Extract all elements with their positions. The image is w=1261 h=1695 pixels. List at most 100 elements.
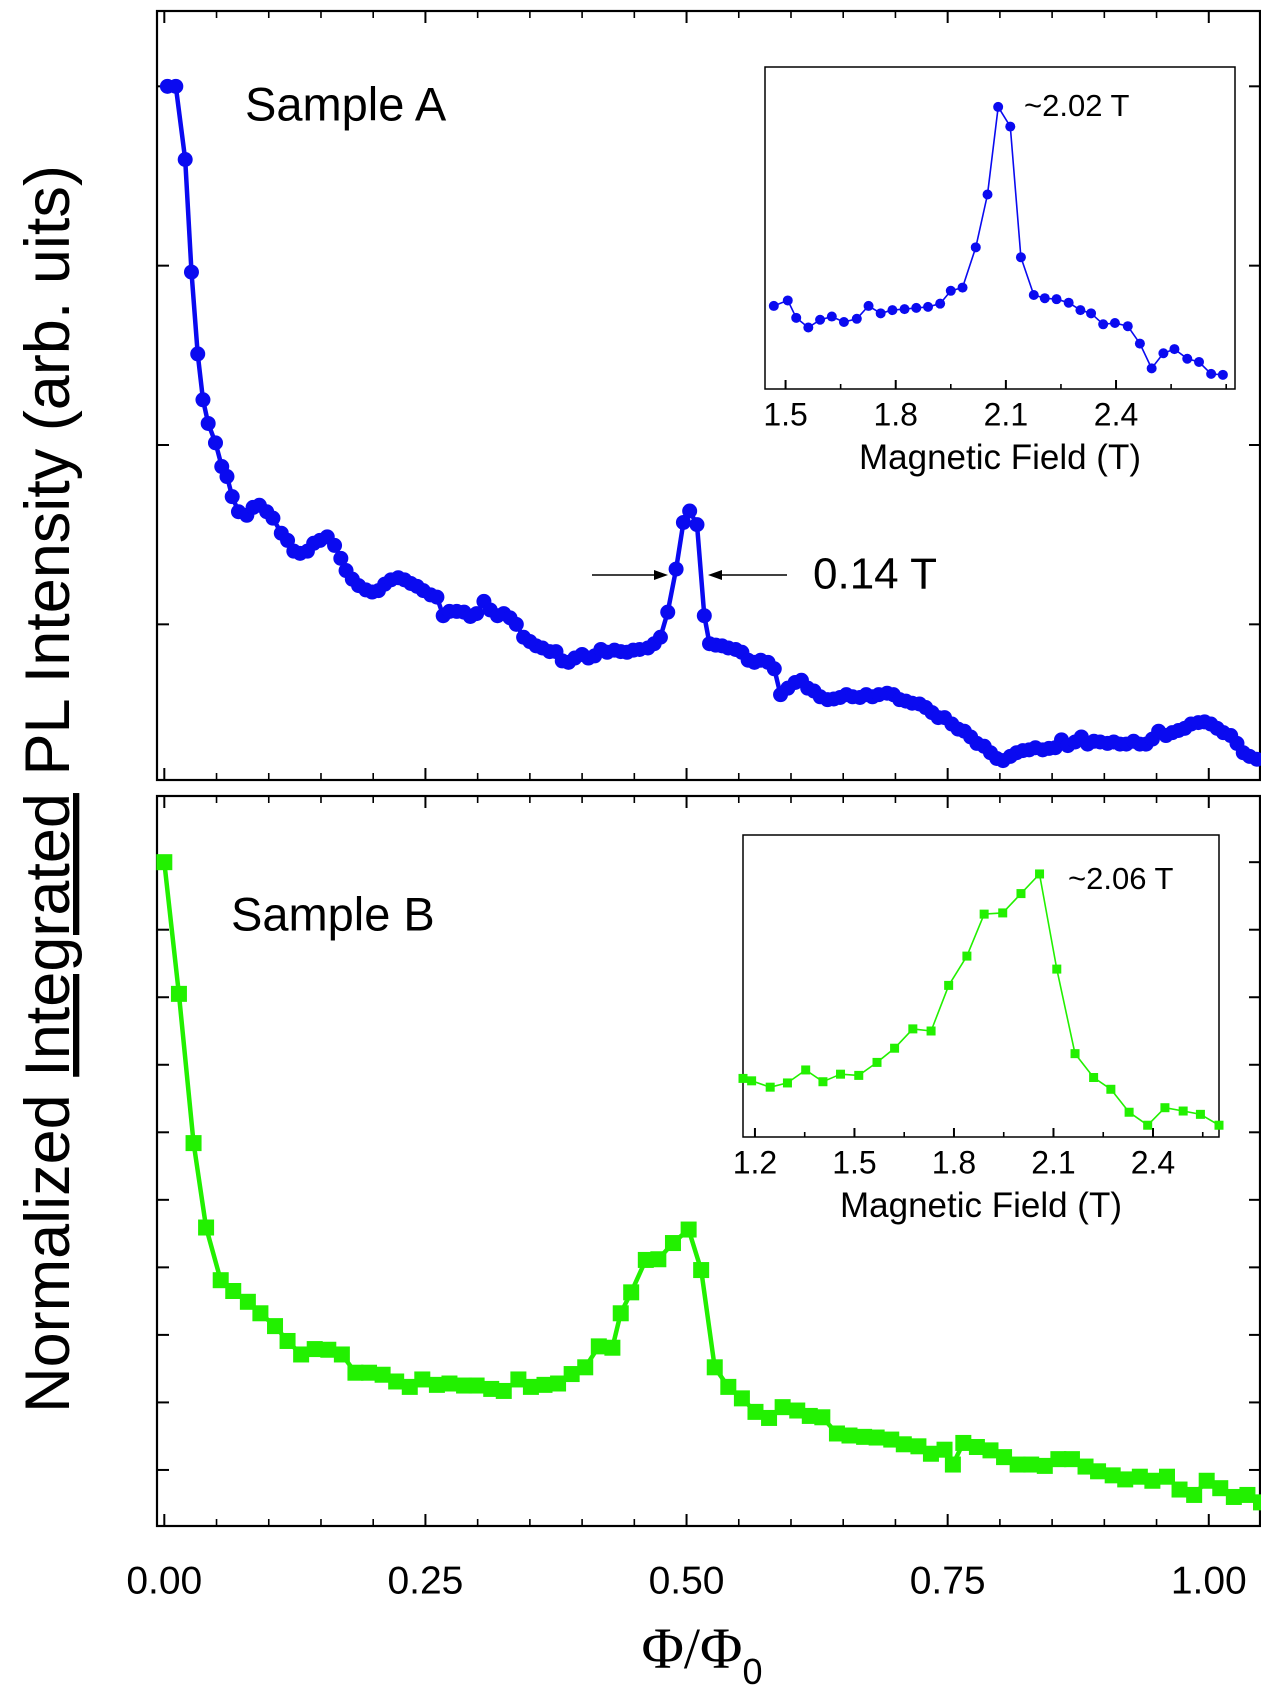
data-point [1198, 1472, 1215, 1489]
data-point [414, 1371, 431, 1388]
data-point [1124, 1107, 1134, 1117]
y-axis-label: Normalized Integrated PL Intensity (arb.… [13, 165, 83, 1413]
data-point [536, 1376, 553, 1393]
x-tick-label: 1.2 [733, 1144, 777, 1180]
data-point [333, 1346, 350, 1363]
data-point [863, 300, 874, 311]
x-tick-label: 2.1 [984, 396, 1028, 432]
data-point [738, 1073, 748, 1083]
x-tick-label: 2.1 [1031, 1144, 1075, 1180]
data-line [742, 873, 1220, 1126]
data-point [265, 510, 281, 526]
data-point [664, 1235, 681, 1252]
data-point [347, 1364, 364, 1381]
x-label-subscript: 0 [742, 1651, 762, 1692]
data-point [868, 1429, 885, 1446]
data-point [689, 517, 705, 533]
data-point [156, 854, 173, 871]
peak-label: ~2.02 T [1024, 88, 1129, 123]
data-point [1169, 344, 1180, 355]
data-point [333, 550, 349, 566]
data-point [926, 1026, 936, 1036]
width-annotation: 0.14 T [813, 550, 937, 599]
data-point [828, 1425, 845, 1442]
data-point [774, 1399, 791, 1416]
data-point [801, 1065, 811, 1075]
data-point [388, 1373, 405, 1390]
data-point [510, 1371, 527, 1388]
data-point [429, 589, 445, 605]
data-point [875, 308, 886, 319]
x-tick-label: 0.50 [649, 1559, 725, 1602]
x-tick-label: 1.8 [932, 1144, 976, 1180]
data-point [836, 1069, 846, 1079]
x-tick-label: 1.00 [1171, 1559, 1247, 1602]
data-point [1051, 294, 1062, 305]
data-point [495, 1382, 512, 1399]
data-point [306, 1341, 323, 1358]
data-point [225, 1282, 242, 1299]
data-point [1086, 308, 1097, 319]
data-point [1009, 1456, 1026, 1473]
y-label-part: PL Intensity (arb. uits) [13, 165, 83, 775]
data-point [1194, 356, 1205, 367]
data-point [1050, 1451, 1067, 1468]
data-point [1186, 1486, 1203, 1503]
data-point [680, 1221, 697, 1238]
data-point [826, 311, 837, 322]
arrow-head [708, 570, 722, 580]
data-point [604, 1339, 621, 1356]
data-point [198, 1219, 215, 1236]
data-point [652, 629, 668, 645]
data-point [1146, 363, 1157, 374]
data-point [1144, 1472, 1161, 1489]
data-point [922, 1445, 939, 1462]
data-point [224, 489, 240, 505]
inset-x-label: Magnetic Field (T) [840, 1186, 1122, 1225]
x-tick-label: 1.8 [873, 396, 917, 432]
data-point [1070, 1049, 1080, 1059]
data-point [522, 1378, 539, 1395]
data-point [1036, 1457, 1053, 1474]
data-point [957, 282, 968, 293]
data-point [1253, 1494, 1261, 1511]
data-point [195, 392, 211, 408]
data-point [177, 151, 193, 167]
x-tick-label: 2.4 [1094, 396, 1138, 432]
data-point [1090, 1463, 1107, 1480]
data-point [1039, 293, 1050, 304]
data-point [998, 908, 1008, 918]
data-point [1158, 348, 1169, 359]
data-point [733, 1390, 750, 1407]
data-point [1109, 317, 1120, 328]
data-point [768, 300, 779, 311]
sample-label: Sample A [245, 77, 447, 130]
data-point [1035, 869, 1045, 879]
data-point [1178, 1106, 1188, 1116]
data-point [803, 322, 814, 333]
data-point [883, 1431, 900, 1448]
data-point [851, 313, 862, 324]
data-point [1063, 1451, 1080, 1468]
data-point [1239, 1486, 1256, 1503]
arrow-head [654, 570, 668, 580]
data-point [200, 415, 216, 431]
y-label-part: Normalized [13, 1094, 83, 1413]
data-point [183, 264, 199, 280]
data-point [1015, 252, 1026, 263]
data-point [854, 1070, 864, 1080]
data-point [801, 1407, 818, 1424]
data-point [872, 1057, 882, 1067]
data-point [1104, 1467, 1121, 1484]
data-point [791, 312, 802, 323]
data-point [1098, 319, 1109, 330]
y-label-underlined: Integrated [13, 793, 83, 1077]
data-point [1122, 321, 1133, 332]
data-point [637, 1251, 654, 1268]
data-point [993, 101, 1004, 112]
data-point [401, 1378, 418, 1395]
inset-frame [764, 66, 1236, 390]
data-point [720, 1378, 737, 1395]
